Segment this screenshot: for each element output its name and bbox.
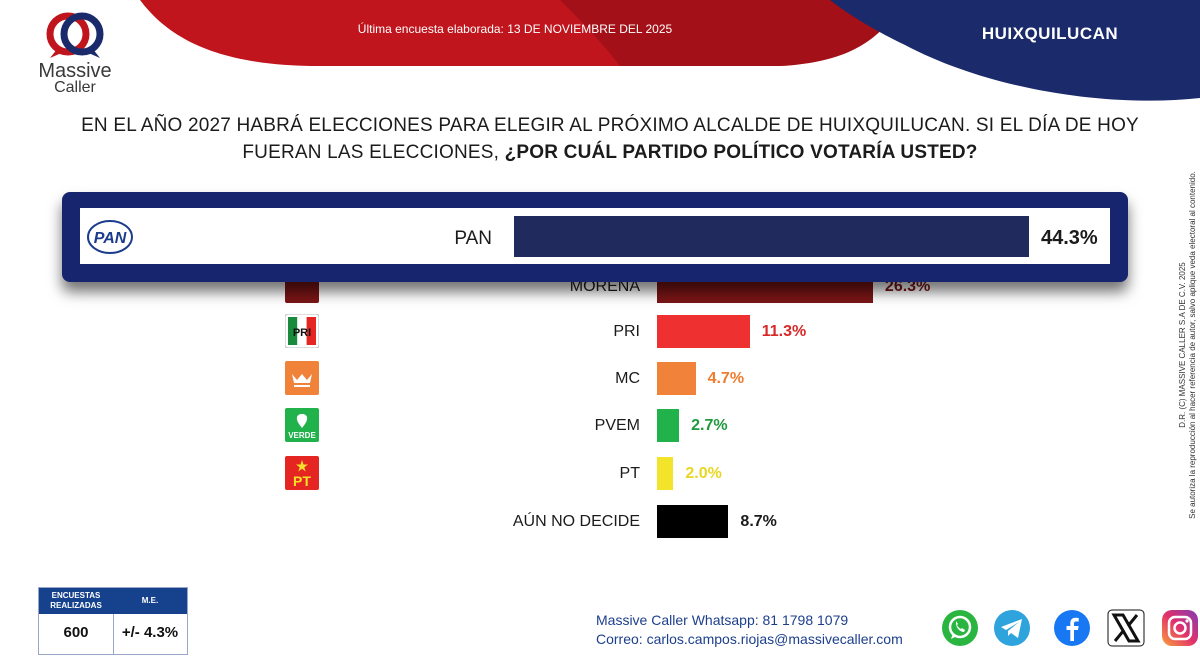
pt-logo-icon: PT: [285, 456, 319, 490]
survey-question: EN EL AÑO 2027 HABRÁ ELECCIONES PARA ELE…: [60, 112, 1160, 166]
bar-label-pt: PT: [619, 465, 640, 482]
bar-pt: [657, 457, 674, 490]
logo-text-massive: Massive: [38, 60, 112, 82]
question-line2: FUERAN LAS ELECCIONES,: [242, 142, 505, 163]
bar-no-decide: [657, 505, 729, 538]
stats-surveys-value: 600: [63, 624, 89, 641]
bar-pan: [514, 216, 1029, 257]
bar-value-pan: 44.3%: [1041, 227, 1098, 249]
bar-value-mc: 4.7%: [707, 370, 745, 387]
svg-text:PT: PT: [293, 473, 311, 489]
stats-header-surveys: ENCUESTAS REALIZADAS: [50, 591, 102, 610]
stats-table-header: ENCUESTAS REALIZADAS M.E.: [39, 588, 187, 614]
bar-label-pvem: PVEM: [594, 417, 640, 434]
instagram-icon[interactable]: [1160, 608, 1200, 648]
telegram-icon[interactable]: [992, 608, 1032, 648]
bar-pri: [657, 315, 750, 348]
logo-text-caller: Caller: [54, 79, 96, 96]
bar-value-pri: 11.3%: [761, 323, 807, 340]
region-title: HUIXQUILUCAN: [981, 24, 1119, 43]
svg-text:VERDE: VERDE: [288, 431, 316, 440]
x-icon[interactable]: [1106, 608, 1146, 648]
bar-label-mc: MC: [615, 370, 640, 387]
pan-logo-text: PAN: [94, 230, 127, 247]
bar-mc: [657, 362, 696, 395]
whatsapp-icon[interactable]: [940, 608, 980, 648]
bar-value-no-decide: 8.7%: [740, 513, 777, 530]
massive-caller-logo-icon: [46, 12, 104, 58]
bar-label-no-decide: AÚN NO DECIDE: [512, 513, 640, 530]
mc-logo-icon: [285, 361, 319, 395]
bar-label-morena: MORENA: [569, 278, 640, 295]
survey-date: Última encuesta elaborada: 13 DE NOVIEMB…: [357, 22, 673, 36]
bar-value-morena: 26.3%: [884, 278, 931, 295]
bar-pvem: [657, 409, 680, 442]
copyright-line1: D.R. (C) MASSIVE CALLER S.A DE C.V. 2025: [1178, 262, 1187, 428]
svg-text:PRI: PRI: [293, 327, 311, 339]
bar-value-pvem: 2.7%: [691, 417, 728, 434]
copyright-side-text: D.R. (C) MASSIVE CALLER S.A DE C.V. 2025…: [1178, 120, 1197, 570]
bar-label-pri: PRI: [613, 323, 640, 340]
pvem-logo-icon: VERDE: [285, 408, 319, 442]
pan-logo-icon: PAN: [87, 220, 133, 254]
survey-stats-table: ENCUESTAS REALIZADAS M.E. 600 +/- 4.3%: [38, 587, 188, 655]
question-line2-bold: ¿POR CUÁL PARTIDO POLÍTICO VOTARÍA USTED…: [504, 142, 978, 163]
copyright-line2: Se autoriza la reproducción al hacer ref…: [1188, 171, 1197, 519]
bar-label-pan: PAN: [454, 228, 492, 249]
stats-me-value: +/- 4.3%: [121, 624, 179, 641]
header-background: [140, 0, 1200, 101]
pri-logo-icon: PRI: [285, 314, 319, 348]
stats-header-me: M.E.: [141, 596, 159, 605]
contact-whatsapp: Massive Caller Whatsapp: 81 1798 1079: [596, 612, 849, 628]
bar-value-pt: 2.0%: [685, 465, 722, 482]
facebook-icon[interactable]: [1052, 608, 1092, 648]
question-line1: EN EL AÑO 2027 HABRÁ ELECCIONES PARA ELE…: [81, 115, 1139, 136]
contact-email[interactable]: Correo: carlos.campos.riojas@massivecall…: [596, 631, 903, 647]
